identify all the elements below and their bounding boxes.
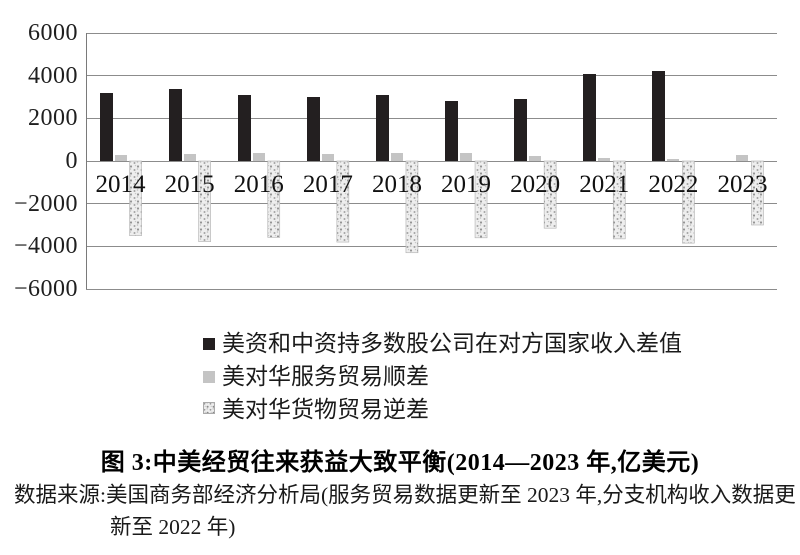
bar — [445, 100, 459, 161]
x-axis-year-label: 2017 — [302, 171, 353, 198]
bar — [652, 71, 666, 161]
y-axis-tick-label: 4000 — [28, 62, 78, 89]
y-axis-tick-label: 0 — [65, 148, 78, 174]
y-axis-tick-label: 2000 — [28, 105, 78, 132]
speckled-bars-layer — [129, 160, 764, 254]
y-axis-tick-label: −6000 — [13, 276, 78, 302]
x-axis-year-label: 2019 — [441, 171, 492, 198]
y-axis-tick-label: −4000 — [13, 233, 78, 260]
gridline — [86, 203, 777, 205]
gridline — [86, 32, 777, 34]
legend-label: 美资和中资持多数股公司在对方国家收入差值 — [222, 331, 682, 356]
x-axis-year-label: 2023 — [717, 171, 768, 198]
bar — [598, 158, 611, 161]
gray-square-swatch-icon — [203, 370, 215, 383]
x-axis-year-label: 2018 — [371, 171, 422, 198]
x-axis-year-label: 2014 — [95, 171, 146, 198]
bar — [736, 155, 749, 161]
chart-legend: 美资和中资持多数股公司在对方国家收入差值 美对华服务贸易顺差 美对华货物贸 — [203, 327, 682, 426]
trade-balance-bar-chart: 6000 4000 2000 0 −2000 −4000 −6000 2014 2015 2016… — [13, 20, 777, 302]
y-axis-line — [86, 33, 87, 289]
source-line-2: 新至 2022 年) — [110, 515, 236, 539]
legend-item-goods-deficit: 美对华货物贸易逆差 — [203, 393, 682, 426]
gridline — [86, 75, 777, 77]
source-line-1: 数据来源:美国商务部经济分析局(服务贸易数据更新至 2023 年,分支机构收入数… — [14, 483, 796, 507]
x-axis-year-label: 2020 — [510, 171, 561, 198]
y-axis-tick-label: −2000 — [13, 190, 78, 217]
bar — [114, 155, 127, 161]
bar — [99, 92, 113, 161]
bar — [514, 99, 528, 161]
bar — [183, 154, 196, 161]
gridline — [86, 245, 777, 247]
data-source-note: 数据来源:美国商务部经济分析局(服务贸易数据更新至 2023 年,分支机构收入数… — [14, 479, 800, 543]
gridline — [86, 160, 777, 162]
bar — [237, 94, 251, 161]
bar — [460, 153, 473, 161]
bar — [667, 158, 680, 161]
x-axis-year-label: 2016 — [233, 171, 284, 198]
black-square-swatch-icon — [203, 337, 215, 350]
bar — [321, 153, 334, 161]
legend-item-income-diff: 美资和中资持多数股公司在对方国家收入差值 — [203, 327, 682, 360]
x-axis-year-label: 2015 — [164, 171, 215, 198]
legend-label: 美对华货物贸易逆差 — [222, 397, 429, 422]
bar — [529, 156, 542, 161]
gridline — [86, 288, 777, 290]
x-axis-year-label: 2022 — [648, 171, 699, 198]
figure-caption: 图 3:中美经贸往来获益大致平衡(2014—2023 年,亿美元) — [100, 450, 700, 476]
legend-label: 美对华服务贸易顺差 — [222, 364, 429, 389]
bar — [390, 153, 403, 161]
y-axis-tick-label: 6000 — [28, 20, 78, 46]
bar — [306, 97, 320, 161]
speckled-square-swatch-icon — [203, 401, 215, 419]
gridline — [86, 117, 777, 119]
bar — [375, 94, 389, 161]
legend-item-services-surplus: 美对华服务贸易顺差 — [203, 360, 682, 393]
bar — [583, 73, 597, 161]
x-axis-year-label: 2021 — [579, 171, 630, 198]
bar — [168, 88, 182, 161]
bar — [252, 153, 265, 161]
